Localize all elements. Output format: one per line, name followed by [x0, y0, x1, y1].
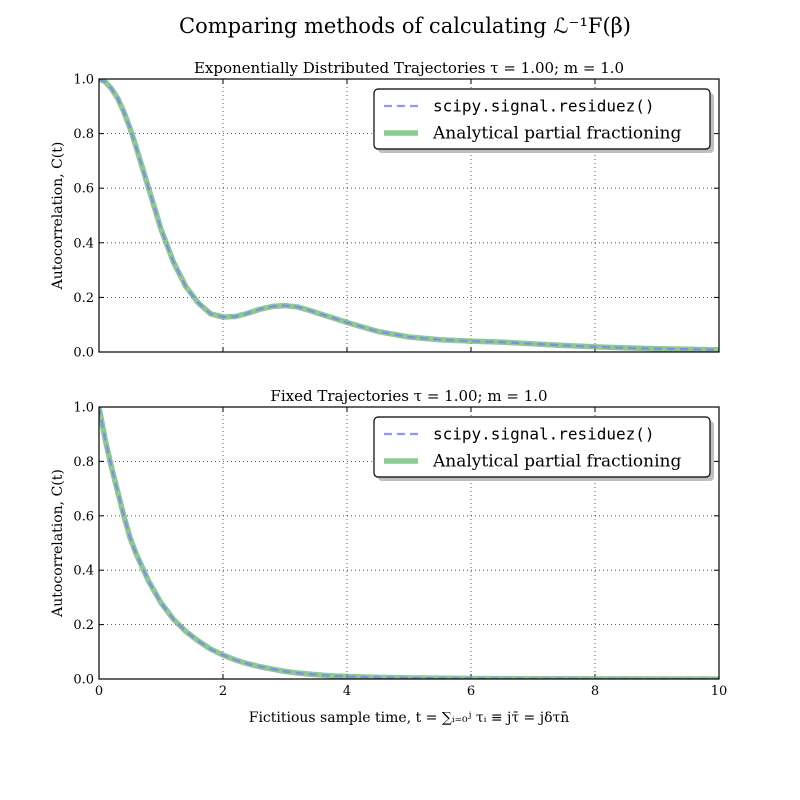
x-tick-label: 6	[467, 684, 475, 699]
x-axis-label: Fictitious sample time, t = ∑ᵢ₌₀ʲ τᵢ ≡ j…	[249, 710, 570, 726]
y-tick-label: 0.8	[73, 455, 94, 470]
y-tick-label: 0.4	[73, 236, 94, 251]
y-axis-label: Autocorrelation, C(t)	[50, 142, 66, 291]
chart-panel-top: 0.0 0.2 0.4 0.6 0.8 1.0 Exponentially Distribu…	[50, 59, 720, 361]
y-tick-label: 0.2	[73, 618, 94, 633]
y-tick-label: 0.0	[73, 346, 94, 361]
x-tick-label: 4	[343, 684, 351, 699]
legend-box	[373, 416, 711, 478]
legend: scipy.signal.residuez() Analytical partia…	[373, 416, 714, 481]
legend-box	[373, 88, 711, 150]
x-tick-label: 8	[591, 684, 599, 699]
y-axis-label: Autocorrelation, C(t)	[50, 469, 66, 618]
figure-suptitle: Comparing methods of calculating ℒ⁻¹F(β)	[179, 14, 631, 38]
y-tick-label: 0.2	[73, 291, 94, 306]
axes-frame	[98, 406, 720, 680]
x-tick-label: 10	[711, 684, 728, 699]
y-tick-label: 0.6	[73, 509, 94, 524]
legend-label-residuez: scipy.signal.residuez()	[433, 425, 655, 444]
chart-panel-bottom: 0 2 4 6 8 10 0.0 0.2 0.4 0.6 0.8 1.0 Fixed Trajector…	[50, 387, 727, 699]
y-tick-label: 1.0	[73, 73, 94, 88]
y-tick-label: 0.6	[73, 182, 94, 197]
y-tick-label: 1.0	[73, 401, 94, 416]
legend-label-analytical: Analytical partial fractioning	[432, 452, 681, 472]
y-tick-label: 0.4	[73, 564, 94, 579]
legend: scipy.signal.residuez() Analytical partia…	[373, 88, 714, 153]
y-tick-label: 0.8	[73, 127, 94, 142]
legend-label-analytical: Analytical partial fractioning	[432, 124, 681, 144]
x-tick-label: 2	[219, 684, 227, 699]
subplot-title: Fixed Trajectories τ = 1.00; m = 1.0	[270, 387, 547, 405]
series-line-residuez	[99, 79, 719, 351]
subplot-title: Exponentially Distributed Trajectories τ…	[194, 59, 624, 77]
y-tick-label: 0.0	[73, 673, 94, 688]
x-tick-label: 0	[95, 684, 103, 699]
legend-label-residuez: scipy.signal.residuez()	[433, 97, 655, 116]
series-line-residuez	[99, 407, 719, 679]
axes-frame	[98, 78, 720, 353]
